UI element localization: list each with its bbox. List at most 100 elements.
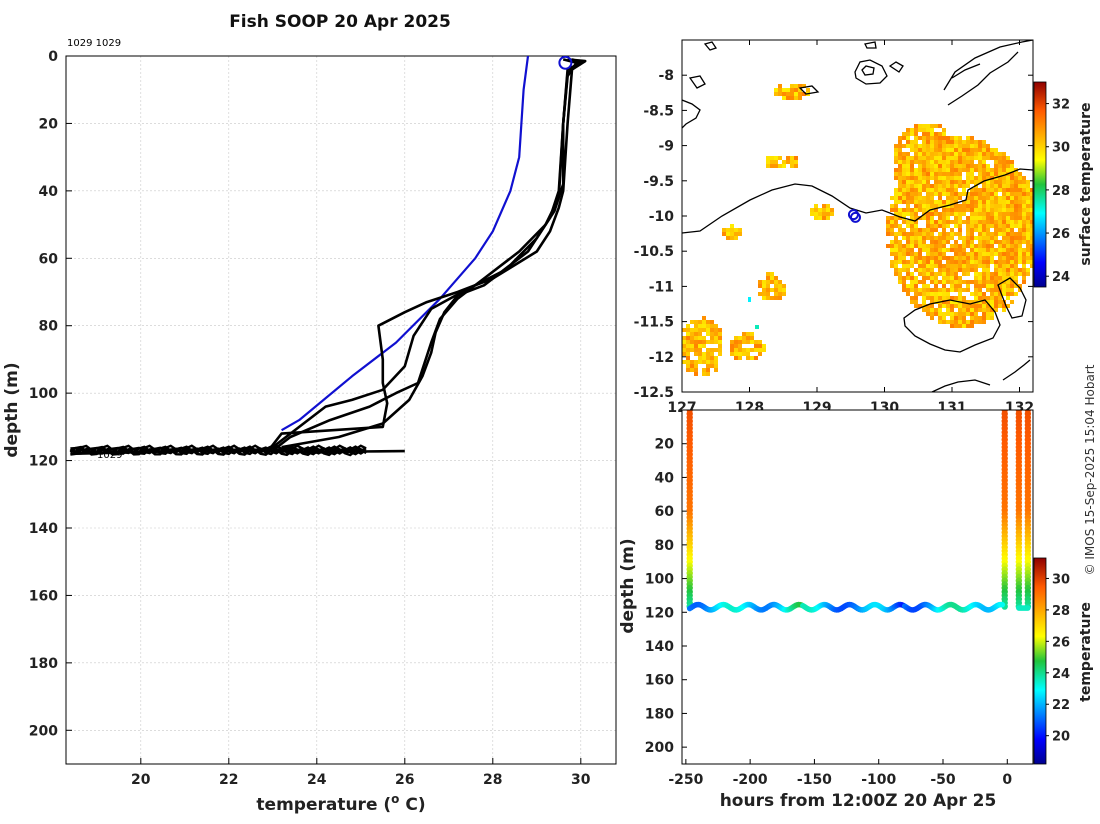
sst-pixel bbox=[1030, 220, 1033, 224]
sst-pixel bbox=[934, 312, 938, 316]
sst-pixel bbox=[778, 296, 782, 300]
sst-pixel bbox=[1002, 212, 1006, 216]
sst-pixel bbox=[902, 196, 906, 200]
sst-pixel bbox=[934, 148, 938, 152]
sst-pixel bbox=[1022, 272, 1026, 276]
sst-pixel bbox=[942, 184, 946, 188]
sst-pixel bbox=[926, 124, 930, 128]
sst-pixel bbox=[950, 244, 954, 248]
sst-pixel bbox=[702, 336, 706, 340]
sst-pixel bbox=[982, 232, 986, 236]
sst-pixel bbox=[698, 336, 702, 340]
sst-pixel bbox=[1010, 260, 1014, 264]
x-tick-label: 30 bbox=[571, 772, 591, 788]
sst-pixel bbox=[950, 300, 954, 304]
sst-pixel bbox=[986, 268, 990, 272]
sst-pixel bbox=[794, 92, 798, 96]
sst-pixel bbox=[1002, 240, 1006, 244]
sst-pixel bbox=[962, 236, 966, 240]
sst-pixel bbox=[1010, 160, 1014, 164]
sst-pixel bbox=[698, 328, 702, 332]
sst-pixel bbox=[1026, 224, 1030, 228]
sst-pixel bbox=[926, 264, 930, 268]
sst-pixel bbox=[1030, 260, 1033, 264]
sst-pixel bbox=[1006, 224, 1010, 228]
sst-pixel bbox=[750, 336, 754, 340]
sst-pixel bbox=[970, 280, 974, 284]
sst-pixel bbox=[910, 276, 914, 280]
sst-pixel bbox=[1010, 168, 1014, 172]
sst-pixel bbox=[826, 208, 830, 212]
sst-pixel bbox=[938, 140, 942, 144]
sst-pixel bbox=[962, 180, 966, 184]
sst-pixel bbox=[994, 300, 998, 304]
sst-pixel bbox=[690, 348, 694, 352]
sst-pixel bbox=[930, 128, 934, 132]
profile-panel: 20 22 24 26 28 30 020406080100120140160180200… bbox=[2, 38, 617, 815]
sst-pixel bbox=[994, 168, 998, 172]
sst-pixel bbox=[942, 276, 946, 280]
sst-pixel bbox=[982, 308, 986, 312]
sst-pixel bbox=[986, 184, 990, 188]
y-tick-label: 60 bbox=[39, 251, 59, 267]
sst-pixel bbox=[994, 196, 998, 200]
sst-pixel bbox=[954, 144, 958, 148]
sst-pixel bbox=[890, 232, 894, 236]
sst-pixel bbox=[942, 284, 946, 288]
sst-pixel bbox=[990, 308, 994, 312]
sst-pixel bbox=[918, 228, 922, 232]
sst-pixel bbox=[1002, 180, 1006, 184]
sst-pixel bbox=[1030, 224, 1033, 228]
sst-pixel bbox=[994, 220, 998, 224]
sst-pixel bbox=[954, 220, 958, 224]
sst-pixel bbox=[1014, 224, 1018, 228]
sst-pixel bbox=[902, 220, 906, 224]
sst-pixel bbox=[962, 148, 966, 152]
sst-pixel bbox=[958, 284, 962, 288]
coastline-northwest bbox=[682, 41, 820, 129]
sst-pixel bbox=[926, 252, 930, 256]
sst-pixel bbox=[942, 156, 946, 160]
sst-pixel bbox=[918, 176, 922, 180]
sst-pixel bbox=[994, 280, 998, 284]
sst-pixel bbox=[982, 228, 986, 232]
sst-pixel bbox=[950, 232, 954, 236]
sst-pixel bbox=[910, 224, 914, 228]
sst-pixel bbox=[930, 220, 934, 224]
sst-pixel bbox=[970, 228, 974, 232]
sst-pixel bbox=[954, 280, 958, 284]
sst-pixel bbox=[946, 164, 950, 168]
sst-pixel bbox=[1014, 200, 1018, 204]
sst-pixel bbox=[994, 292, 998, 296]
sst-pixel bbox=[750, 348, 754, 352]
sst-pixel bbox=[926, 172, 930, 176]
sst-pixel bbox=[970, 252, 974, 256]
sst-pixel bbox=[1026, 272, 1030, 276]
sst-pixel bbox=[918, 124, 922, 128]
sst-pixel bbox=[710, 328, 714, 332]
sst-pixel bbox=[990, 272, 994, 276]
sst-pixel bbox=[686, 340, 690, 344]
sst-pixel bbox=[926, 152, 930, 156]
sst-pixel bbox=[982, 160, 986, 164]
sst-pixel bbox=[942, 176, 946, 180]
sst-pixel bbox=[714, 368, 718, 372]
sst-pixel bbox=[966, 176, 970, 180]
sst-pixel bbox=[770, 156, 774, 160]
sst-pixel bbox=[994, 296, 998, 300]
sst-pixel bbox=[934, 260, 938, 264]
sst-pixel bbox=[994, 252, 998, 256]
sst-pixel bbox=[718, 344, 722, 348]
sst-pixel bbox=[1014, 244, 1018, 248]
sst-pixel bbox=[1006, 256, 1010, 260]
sst-pixel bbox=[698, 332, 702, 336]
sst-pixel bbox=[990, 208, 994, 212]
sst-pixel bbox=[978, 252, 982, 256]
sst-pixel bbox=[962, 240, 966, 244]
sst-pixel bbox=[982, 280, 986, 284]
sst-pixel bbox=[990, 180, 994, 184]
profile-x-axis-label: temperature (o C) bbox=[256, 792, 425, 815]
sst-pixel bbox=[958, 220, 962, 224]
sst-pixel bbox=[814, 208, 818, 212]
sst-pixel bbox=[962, 260, 966, 264]
